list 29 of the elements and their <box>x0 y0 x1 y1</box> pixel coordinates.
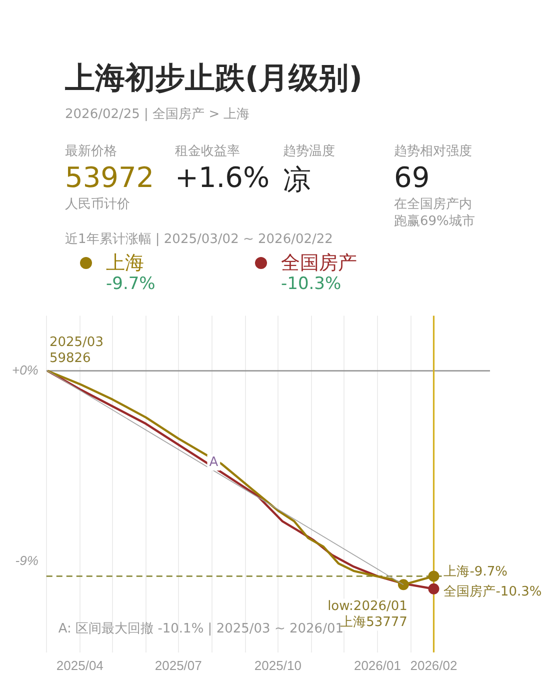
x-tick-label: 2026/01 <box>354 658 401 673</box>
text: 在全国房产内 <box>394 196 472 213</box>
y-tick-label: +0% <box>12 362 38 378</box>
x-tick-label: 2026/02 <box>410 658 458 673</box>
text: 近1年累计涨幅 | 2025/03/02 ~ 2026/02/22 <box>65 231 333 248</box>
text: 人民币计价 <box>65 196 130 213</box>
annotation: 上海-9.7% <box>444 564 508 580</box>
text: 趋势温度 <box>283 143 335 160</box>
text: 上海初步止跌(月级别) <box>65 60 362 98</box>
text: 租金收益率 <box>175 143 240 160</box>
legend-label: 全国房产 <box>281 251 357 276</box>
x-tick-label: 2025/07 <box>154 658 202 673</box>
annotation: A <box>209 454 218 470</box>
x-tick-label: 2025/10 <box>254 658 302 673</box>
text: 凉 <box>283 162 311 198</box>
annotation: 全国房产-10.3% <box>444 583 542 600</box>
text: 69 <box>394 161 430 194</box>
annotation: 2025/03 59826 <box>49 335 104 366</box>
x-tick-label: 2025/04 <box>56 658 104 673</box>
text: -9.7% <box>106 274 156 294</box>
text: 趋势相对强度 <box>394 143 472 160</box>
text: 最新价格 <box>65 143 117 160</box>
text: +1.6% <box>175 161 270 194</box>
text: 2026/02/25 | 全国房产 > 上海 <box>65 106 250 123</box>
text: -10.3% <box>281 274 342 294</box>
y-tick-label: -9% <box>15 552 38 568</box>
text: 跑赢69%城市 <box>394 213 475 230</box>
text: 53972 <box>65 161 154 194</box>
legend-label: 上海 <box>106 251 144 276</box>
